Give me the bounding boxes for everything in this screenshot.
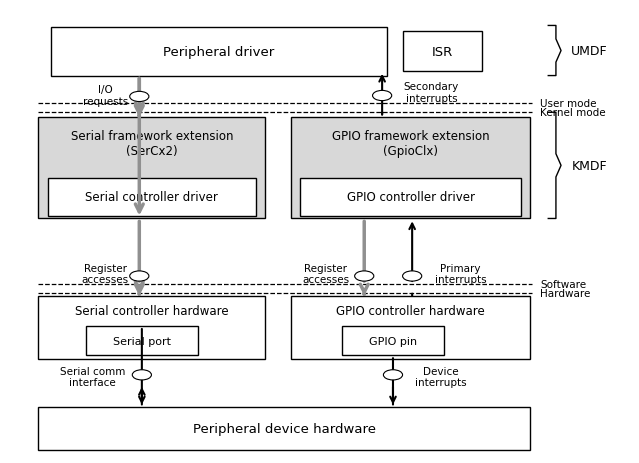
Bar [291, 118, 530, 219]
Bar [38, 118, 265, 219]
Text: Serial controller driver: Serial controller driver [86, 191, 218, 204]
Bar [403, 32, 482, 72]
Ellipse shape [132, 370, 151, 380]
Text: Serial framework extension
(SerCx2): Serial framework extension (SerCx2) [70, 130, 233, 157]
Text: GPIO controller hardware: GPIO controller hardware [336, 305, 485, 318]
Bar [300, 178, 521, 217]
Ellipse shape [130, 271, 149, 282]
Bar [38, 407, 530, 450]
Text: KMDF: KMDF [571, 159, 607, 173]
Text: Hardware: Hardware [540, 288, 590, 298]
Text: Kernel mode: Kernel mode [540, 108, 606, 118]
Text: User mode: User mode [540, 99, 596, 109]
Text: ISR: ISR [432, 45, 453, 59]
Text: UMDF: UMDF [571, 45, 608, 58]
Bar [51, 28, 387, 76]
Text: Peripheral driver: Peripheral driver [163, 45, 275, 59]
Text: GPIO pin: GPIO pin [369, 336, 417, 346]
Text: Device
interrupts: Device interrupts [415, 366, 467, 388]
Text: Register
accesses: Register accesses [302, 263, 350, 285]
Ellipse shape [383, 370, 403, 380]
Text: GPIO controller driver: GPIO controller driver [346, 191, 475, 204]
Bar [291, 296, 530, 359]
Bar [342, 326, 444, 356]
Text: GPIO framework extension
(GpioClx): GPIO framework extension (GpioClx) [332, 130, 489, 157]
Text: Software: Software [540, 280, 586, 290]
Text: Serial port: Serial port [113, 336, 171, 346]
Ellipse shape [403, 271, 422, 282]
Text: Serial controller hardware: Serial controller hardware [75, 305, 229, 318]
Ellipse shape [355, 271, 374, 282]
Text: Peripheral device hardware: Peripheral device hardware [193, 422, 376, 435]
Text: Primary
interrupts: Primary interrupts [435, 263, 486, 285]
Bar [86, 326, 198, 356]
Ellipse shape [373, 91, 392, 101]
Ellipse shape [130, 92, 149, 102]
Bar [48, 178, 256, 217]
Bar [38, 296, 265, 359]
Text: Register
accesses: Register accesses [82, 263, 129, 285]
Text: Secondary
interrupts: Secondary interrupts [404, 82, 459, 103]
Text: Serial comm
interface: Serial comm interface [60, 366, 125, 388]
Text: I/O
requests: I/O requests [83, 85, 128, 106]
